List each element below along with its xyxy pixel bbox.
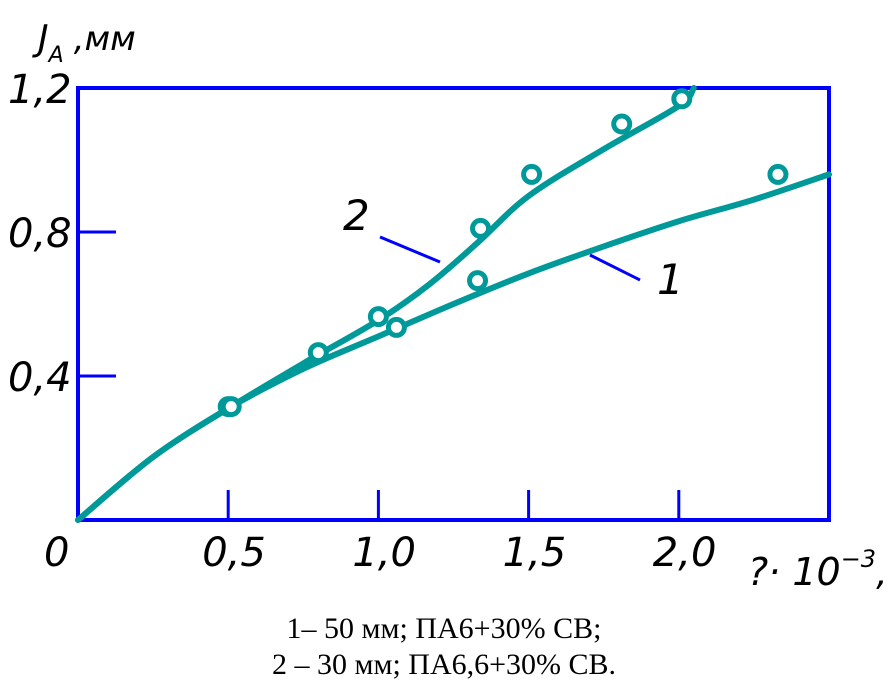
x-tick-label: 1,5 bbox=[503, 530, 567, 576]
series-2-label: 2 bbox=[343, 191, 370, 240]
plot-frame bbox=[76, 86, 831, 522]
series-1-line bbox=[75, 171, 832, 523]
series-2-point bbox=[611, 113, 633, 135]
series-2-point bbox=[307, 342, 329, 364]
legend-caption-1: 1– 50 мм; ПА6+30% СВ; bbox=[286, 612, 602, 645]
series-1-point bbox=[767, 163, 789, 185]
series-1-label: 1 bbox=[657, 255, 684, 304]
y-axis-title: JA ,мм bbox=[32, 18, 136, 68]
y-tick-labels: 0,4 0,8 1,2 bbox=[8, 67, 72, 401]
legend-caption-2: 2 – 30 мм; ПА6,6+30% СВ. bbox=[271, 648, 617, 681]
origin-label: 0 bbox=[44, 530, 69, 576]
series-2-point bbox=[470, 217, 492, 239]
x-tick-labels: 0,5 1,0 1,5 2,0 bbox=[202, 530, 716, 576]
y-tick-label: 0,4 bbox=[8, 355, 72, 401]
x-tick-label: 0,5 bbox=[202, 530, 266, 576]
series-2-leader bbox=[379, 235, 441, 264]
y-tick-label: 0,8 bbox=[8, 211, 72, 257]
series-2-point bbox=[367, 306, 389, 328]
y-tick-marks bbox=[78, 230, 116, 378]
series-1-point bbox=[385, 316, 407, 338]
x-tick-label: 2,0 bbox=[653, 530, 717, 576]
y-tick-label: 1,2 bbox=[8, 67, 72, 113]
x-tick-label: 1,0 bbox=[352, 530, 416, 576]
series-1-leader bbox=[589, 253, 641, 282]
curves bbox=[75, 85, 832, 523]
series-2-point bbox=[521, 163, 543, 185]
series-2-point bbox=[671, 88, 693, 110]
chart: 2 1 0,5 1,0 1,5 2,0 0,4 0,8 1,2 0 JA ,мм ?· 10… bbox=[8, 18, 888, 594]
x-axis-title: ?· 10−3,ч bbox=[748, 545, 888, 594]
series-1-point bbox=[467, 270, 489, 292]
x-tick-marks bbox=[226, 490, 681, 520]
data-points bbox=[217, 88, 789, 418]
series-2-line bbox=[75, 85, 697, 523]
series-2-point bbox=[220, 396, 242, 418]
